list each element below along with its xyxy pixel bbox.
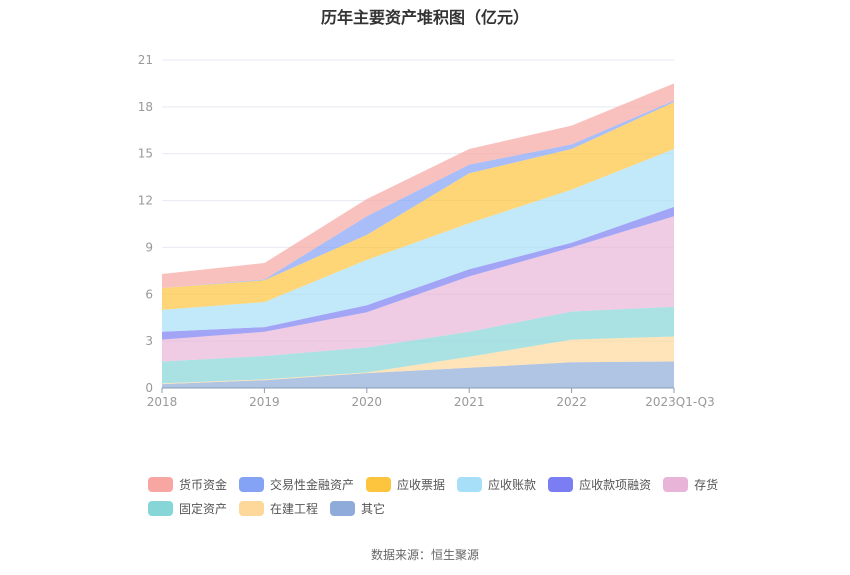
y-tick-label: 15 [138,147,153,161]
y-tick-label: 6 [145,287,153,301]
legend-label: 在建工程 [270,501,319,516]
x-tick-label: 2020 [352,395,383,409]
legend-label: 固定资产 [179,501,228,516]
x-tick-label: 2019 [249,395,280,409]
legend: 货币资金 交易性金融资产 应收票据 应收账款 应收款项融资 存货 固定资产 在建工程 其它 [148,472,748,520]
legend-swatch [148,476,173,492]
legend-swatch [239,476,265,492]
legend-label: 存货 [694,477,719,492]
area-series-8 [162,361,674,388]
legend-item[interactable]: 应收款项融资 [548,476,651,493]
legend-row: 货币资金 交易性金融资产 应收票据 应收账款 应收款项融资 存货 [148,472,748,496]
area-series-7 [162,336,674,385]
legend-swatch [663,476,689,492]
legend-label: 应收账款 [488,477,537,492]
y-tick-label: 0 [145,381,153,395]
legend-swatch [239,500,265,516]
x-axis: 2018 2019 2020 2021 2022 2023Q1-Q3 [147,387,715,409]
legend-swatch [148,500,173,516]
area-series-1 [162,100,674,289]
x-tick-label: 2021 [454,395,485,409]
data-source: 数据来源：恒生聚源 [370,548,479,562]
area-series-6 [162,306,674,384]
legend-item[interactable]: 应收票据 [366,476,445,493]
legend-label: 其它 [361,501,386,516]
x-tick-label: 2022 [556,395,587,409]
legend-item[interactable]: 交易性金融资产 [239,476,354,493]
legend-swatch [366,476,392,492]
legend-label: 交易性金融资产 [270,477,355,492]
legend-swatch [330,500,356,516]
legend-item[interactable]: 货币资金 [148,476,227,493]
area-series-5 [162,216,674,362]
y-tick-label: 3 [145,334,153,348]
area-series-2 [162,102,674,310]
x-tick-label: 2023Q1-Q3 [645,395,714,409]
y-tick-label: 12 [138,194,153,208]
area-layers [162,83,674,388]
legend-label: 应收票据 [397,477,446,492]
legend-label: 应收款项融资 [579,477,652,492]
legend-item[interactable]: 在建工程 [239,500,318,517]
legend-item[interactable]: 其它 [330,500,385,517]
legend-item[interactable]: 固定资产 [148,500,227,517]
y-tick-label: 21 [138,53,153,67]
legend-swatch [548,476,574,492]
y-tick-label: 9 [145,240,153,254]
legend-swatch [457,476,483,492]
legend-item[interactable]: 应收账款 [457,476,536,493]
legend-label: 货币资金 [179,477,228,492]
legend-row: 固定资产 在建工程 其它 [148,496,748,520]
y-axis-ticks: 0 3 6 9 12 15 18 21 [138,53,153,395]
y-tick-label: 18 [138,100,153,114]
area-series-3 [162,149,674,332]
chart-title: 历年主要资产堆积图（亿元） [320,8,529,27]
x-tick-label: 2018 [147,395,178,409]
legend-item[interactable]: 存货 [663,476,718,493]
area-series-0 [162,83,674,289]
